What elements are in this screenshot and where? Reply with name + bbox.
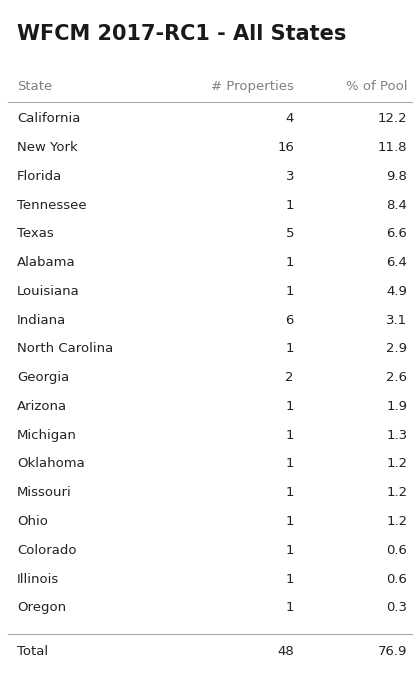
Text: 1.2: 1.2	[386, 515, 407, 528]
Text: Missouri: Missouri	[17, 487, 71, 499]
Text: 48: 48	[277, 645, 294, 659]
Text: Florida: Florida	[17, 170, 62, 183]
Text: # Properties: # Properties	[211, 80, 294, 93]
Text: 2.6: 2.6	[386, 371, 407, 384]
Text: 0.6: 0.6	[386, 572, 407, 585]
Text: % of Pool: % of Pool	[346, 80, 407, 93]
Text: 6: 6	[286, 314, 294, 327]
Text: WFCM 2017-RC1 - All States: WFCM 2017-RC1 - All States	[17, 24, 346, 45]
Text: 9.8: 9.8	[386, 170, 407, 183]
Text: 1: 1	[286, 572, 294, 585]
Text: 6.6: 6.6	[386, 227, 407, 240]
Text: 2.9: 2.9	[386, 342, 407, 355]
Text: 3: 3	[286, 170, 294, 183]
Text: Tennessee: Tennessee	[17, 199, 87, 211]
Text: 76.9: 76.9	[378, 645, 407, 659]
Text: Louisiana: Louisiana	[17, 285, 79, 298]
Text: 1: 1	[286, 429, 294, 442]
Text: 2: 2	[286, 371, 294, 384]
Text: 1: 1	[286, 602, 294, 614]
Text: 3.1: 3.1	[386, 314, 407, 327]
Text: Oregon: Oregon	[17, 602, 66, 614]
Text: Alabama: Alabama	[17, 256, 76, 269]
Text: California: California	[17, 112, 80, 125]
Text: Arizona: Arizona	[17, 400, 67, 413]
Text: 1: 1	[286, 487, 294, 499]
Text: 8.4: 8.4	[386, 199, 407, 211]
Text: State: State	[17, 80, 52, 93]
Text: 6.4: 6.4	[386, 256, 407, 269]
Text: 4: 4	[286, 112, 294, 125]
Text: Texas: Texas	[17, 227, 54, 240]
Text: 12.2: 12.2	[378, 112, 407, 125]
Text: 1: 1	[286, 400, 294, 413]
Text: Indiana: Indiana	[17, 314, 66, 327]
Text: North Carolina: North Carolina	[17, 342, 113, 355]
Text: Total: Total	[17, 645, 48, 659]
Text: 1.2: 1.2	[386, 457, 407, 470]
Text: 16: 16	[277, 141, 294, 154]
Text: Colorado: Colorado	[17, 544, 76, 557]
Text: Illinois: Illinois	[17, 572, 59, 585]
Text: 1.3: 1.3	[386, 429, 407, 442]
Text: 5: 5	[286, 227, 294, 240]
Text: 0.6: 0.6	[386, 544, 407, 557]
Text: 4.9: 4.9	[386, 285, 407, 298]
Text: 1: 1	[286, 515, 294, 528]
Text: 1: 1	[286, 342, 294, 355]
Text: New York: New York	[17, 141, 78, 154]
Text: 0.3: 0.3	[386, 602, 407, 614]
Text: 1: 1	[286, 256, 294, 269]
Text: 1.2: 1.2	[386, 487, 407, 499]
Text: Ohio: Ohio	[17, 515, 48, 528]
Text: 1: 1	[286, 457, 294, 470]
Text: 1.9: 1.9	[386, 400, 407, 413]
Text: 11.8: 11.8	[378, 141, 407, 154]
Text: Georgia: Georgia	[17, 371, 69, 384]
Text: 1: 1	[286, 199, 294, 211]
Text: Oklahoma: Oklahoma	[17, 457, 84, 470]
Text: 1: 1	[286, 285, 294, 298]
Text: 1: 1	[286, 544, 294, 557]
Text: Michigan: Michigan	[17, 429, 77, 442]
